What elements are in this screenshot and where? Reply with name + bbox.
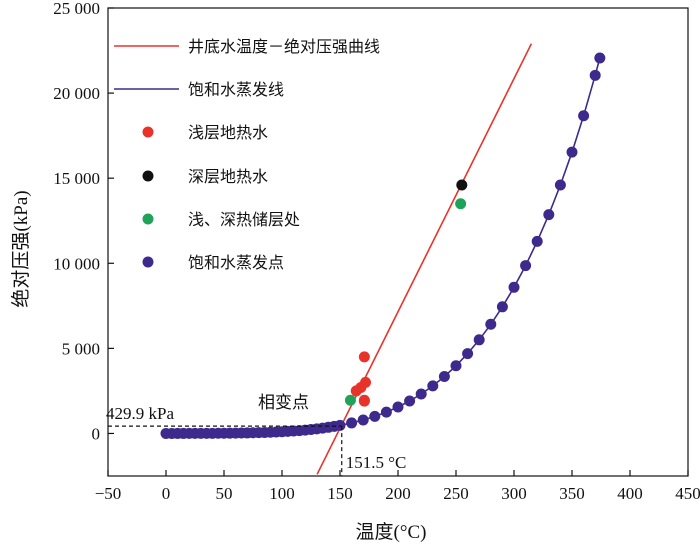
data-point bbox=[346, 417, 358, 429]
phase-point-annotation: 相变点 bbox=[258, 393, 309, 412]
data-point bbox=[369, 410, 381, 422]
x-tick-label: −50 bbox=[95, 484, 122, 503]
x-tick-label: 450 bbox=[675, 484, 700, 503]
data-point bbox=[554, 179, 566, 191]
x-tick-label: 350 bbox=[559, 484, 585, 503]
data-point bbox=[455, 198, 467, 210]
data-point bbox=[357, 414, 369, 426]
x-axis-title: 温度(°C) bbox=[356, 521, 427, 543]
legend-dot-swatch bbox=[142, 256, 154, 268]
x-tick-label: 200 bbox=[385, 484, 411, 503]
y-tick-label: 25 000 bbox=[53, 0, 100, 18]
x-tick-label: 150 bbox=[327, 484, 353, 503]
legend-label: 深层地热水 bbox=[188, 168, 268, 186]
plot-area bbox=[107, 7, 689, 477]
y-axis-title: 绝对压强(kPa) bbox=[10, 190, 32, 307]
series-line bbox=[316, 43, 533, 475]
legend-label: 浅、深热储层处 bbox=[188, 211, 300, 229]
data-point bbox=[462, 348, 474, 360]
data-point bbox=[450, 360, 462, 372]
data-point bbox=[438, 370, 450, 382]
data-point bbox=[566, 146, 578, 158]
x-tick-label: 50 bbox=[216, 484, 233, 503]
data-point bbox=[473, 334, 485, 346]
data-point bbox=[594, 52, 606, 64]
y-tick-label: 20 000 bbox=[53, 84, 100, 103]
data-point bbox=[427, 380, 439, 392]
data-point bbox=[531, 235, 543, 247]
x-axis: −50 0 50 100 150 200 250 300 350 400 450 bbox=[95, 470, 700, 503]
legend-label: 浅层地热水 bbox=[188, 124, 268, 142]
data-point bbox=[404, 395, 416, 407]
y-tick-label: 10 000 bbox=[53, 254, 100, 273]
data-point bbox=[485, 318, 497, 330]
data-point bbox=[380, 406, 392, 418]
data-point bbox=[508, 281, 520, 293]
x-tick-label: 0 bbox=[162, 484, 171, 503]
x-tick-label: 400 bbox=[617, 484, 643, 503]
legend-label: 饱和水蒸发线 bbox=[188, 81, 284, 99]
y-tick-label: 0 bbox=[92, 424, 101, 443]
data-point bbox=[578, 110, 590, 122]
x-tick-label: 300 bbox=[501, 484, 527, 503]
legend-label: 饱和水蒸发点 bbox=[188, 254, 284, 272]
data-point bbox=[392, 401, 404, 413]
data-point bbox=[344, 394, 356, 406]
data-point bbox=[589, 69, 601, 81]
data-point bbox=[358, 394, 370, 406]
data-point bbox=[456, 179, 468, 191]
y-tick-label: 5 000 bbox=[62, 339, 100, 358]
data-point bbox=[360, 376, 372, 388]
data-point bbox=[334, 419, 346, 431]
y-tick-label: 15 000 bbox=[53, 169, 100, 188]
x-tick-label: 100 bbox=[269, 484, 295, 503]
y-axis: 0 5 000 10 000 15 000 20 000 25 000 bbox=[53, 0, 114, 443]
legend-dot-swatch bbox=[142, 126, 154, 138]
data-point bbox=[415, 388, 427, 400]
x-tick-label: 250 bbox=[443, 484, 469, 503]
legend-dot-swatch bbox=[142, 213, 154, 225]
legend-dot-swatch bbox=[142, 170, 154, 182]
legend: 井底水温度－绝对压强曲线饱和水蒸发线浅层地热水深层地热水浅、深热储层处饱和水蒸发… bbox=[114, 38, 380, 272]
pressure-annotation: 429.9 kPa bbox=[106, 404, 174, 423]
data-point bbox=[543, 209, 555, 221]
temperature-annotation: 151.5 °C bbox=[346, 453, 407, 472]
data-point bbox=[358, 351, 370, 363]
data-point bbox=[496, 301, 508, 313]
annotations: 429.9 kPa 151.5 °C 相变点 bbox=[106, 393, 406, 476]
legend-label: 井底水温度－绝对压强曲线 bbox=[188, 38, 380, 56]
data-point bbox=[520, 260, 532, 272]
plot-marks bbox=[160, 43, 606, 475]
